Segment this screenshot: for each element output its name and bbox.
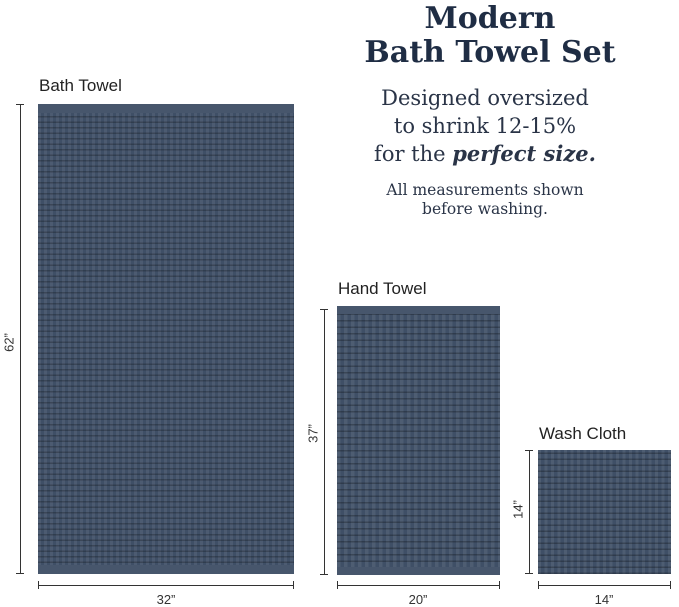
hand-height-label: 37” bbox=[305, 424, 321, 443]
hand-height-tick-bottom bbox=[320, 574, 328, 575]
wash-width-tick-left bbox=[538, 581, 539, 589]
hand-towel-image bbox=[337, 306, 500, 575]
wash-width-label: 14” bbox=[594, 592, 614, 607]
bath-width-tick-right bbox=[293, 581, 294, 589]
note-line-2: before washing. bbox=[422, 200, 548, 218]
wash-width-tick-right bbox=[670, 581, 671, 589]
wash-width-line bbox=[538, 585, 671, 586]
title-line-2: Bath Towel Set bbox=[364, 35, 616, 70]
subtitle-line-2: to shrink 12-15% bbox=[393, 114, 577, 138]
wash-height-tick-top bbox=[525, 450, 533, 451]
bath-height-label: 62” bbox=[1, 333, 17, 352]
wash-height-label: 14” bbox=[510, 500, 526, 519]
wash-height-line bbox=[529, 450, 530, 574]
hand-height-line bbox=[324, 309, 325, 575]
hand-width-line bbox=[337, 585, 500, 586]
hand-width-label: 20” bbox=[408, 592, 428, 607]
hand-width-tick-left bbox=[337, 581, 338, 589]
subtitle-emphasis: perfect size. bbox=[452, 141, 596, 166]
bath-height-tick-bottom bbox=[16, 573, 24, 574]
title-line-1: Modern bbox=[424, 1, 556, 36]
wash-height-tick-bottom bbox=[525, 573, 533, 574]
subtitle-line-1: Designed oversized bbox=[381, 86, 589, 110]
bath-towel-image bbox=[38, 104, 294, 574]
bath-width-tick-left bbox=[38, 581, 39, 589]
note-line-1: All measurements shown bbox=[386, 181, 584, 199]
wash-cloth-image bbox=[538, 450, 671, 574]
hand-width-tick-right bbox=[499, 581, 500, 589]
hand-towel-label: Hand Towel bbox=[338, 279, 427, 298]
subtitle-line-3-prefix: for the bbox=[374, 142, 453, 166]
bath-height-line bbox=[20, 104, 21, 574]
bath-width-label: 32” bbox=[156, 592, 176, 607]
subtitle-line-3: for the perfect size. bbox=[350, 140, 620, 168]
bath-width-line bbox=[38, 585, 294, 586]
hand-height-tick-top bbox=[320, 309, 328, 310]
wash-cloth-label: Wash Cloth bbox=[539, 424, 627, 443]
bath-height-tick-top bbox=[16, 104, 24, 105]
bath-towel-label: Bath Towel bbox=[39, 76, 122, 95]
